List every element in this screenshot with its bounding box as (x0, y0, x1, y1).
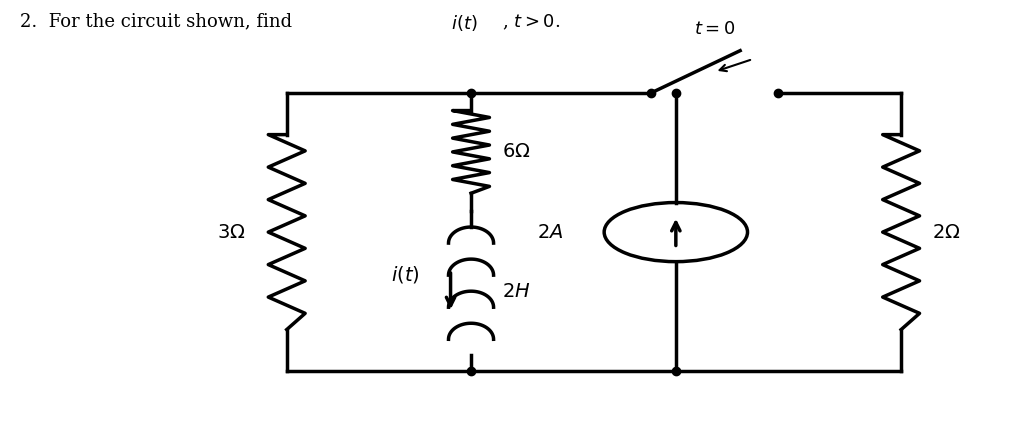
Text: , $t>0$.: , $t>0$. (502, 13, 560, 32)
Text: $6\Omega$: $6\Omega$ (502, 142, 530, 162)
Text: $2\Omega$: $2\Omega$ (932, 222, 961, 242)
Text: $i(t)$: $i(t)$ (451, 13, 477, 32)
Text: $i(t)$: $i(t)$ (391, 264, 420, 285)
Text: $2A$: $2A$ (537, 222, 563, 242)
Text: 2.  For the circuit shown, find: 2. For the circuit shown, find (20, 13, 298, 31)
Text: $2H$: $2H$ (502, 281, 530, 301)
Text: $t = 0$: $t = 0$ (694, 20, 735, 38)
Text: $3\Omega$: $3\Omega$ (217, 222, 246, 242)
